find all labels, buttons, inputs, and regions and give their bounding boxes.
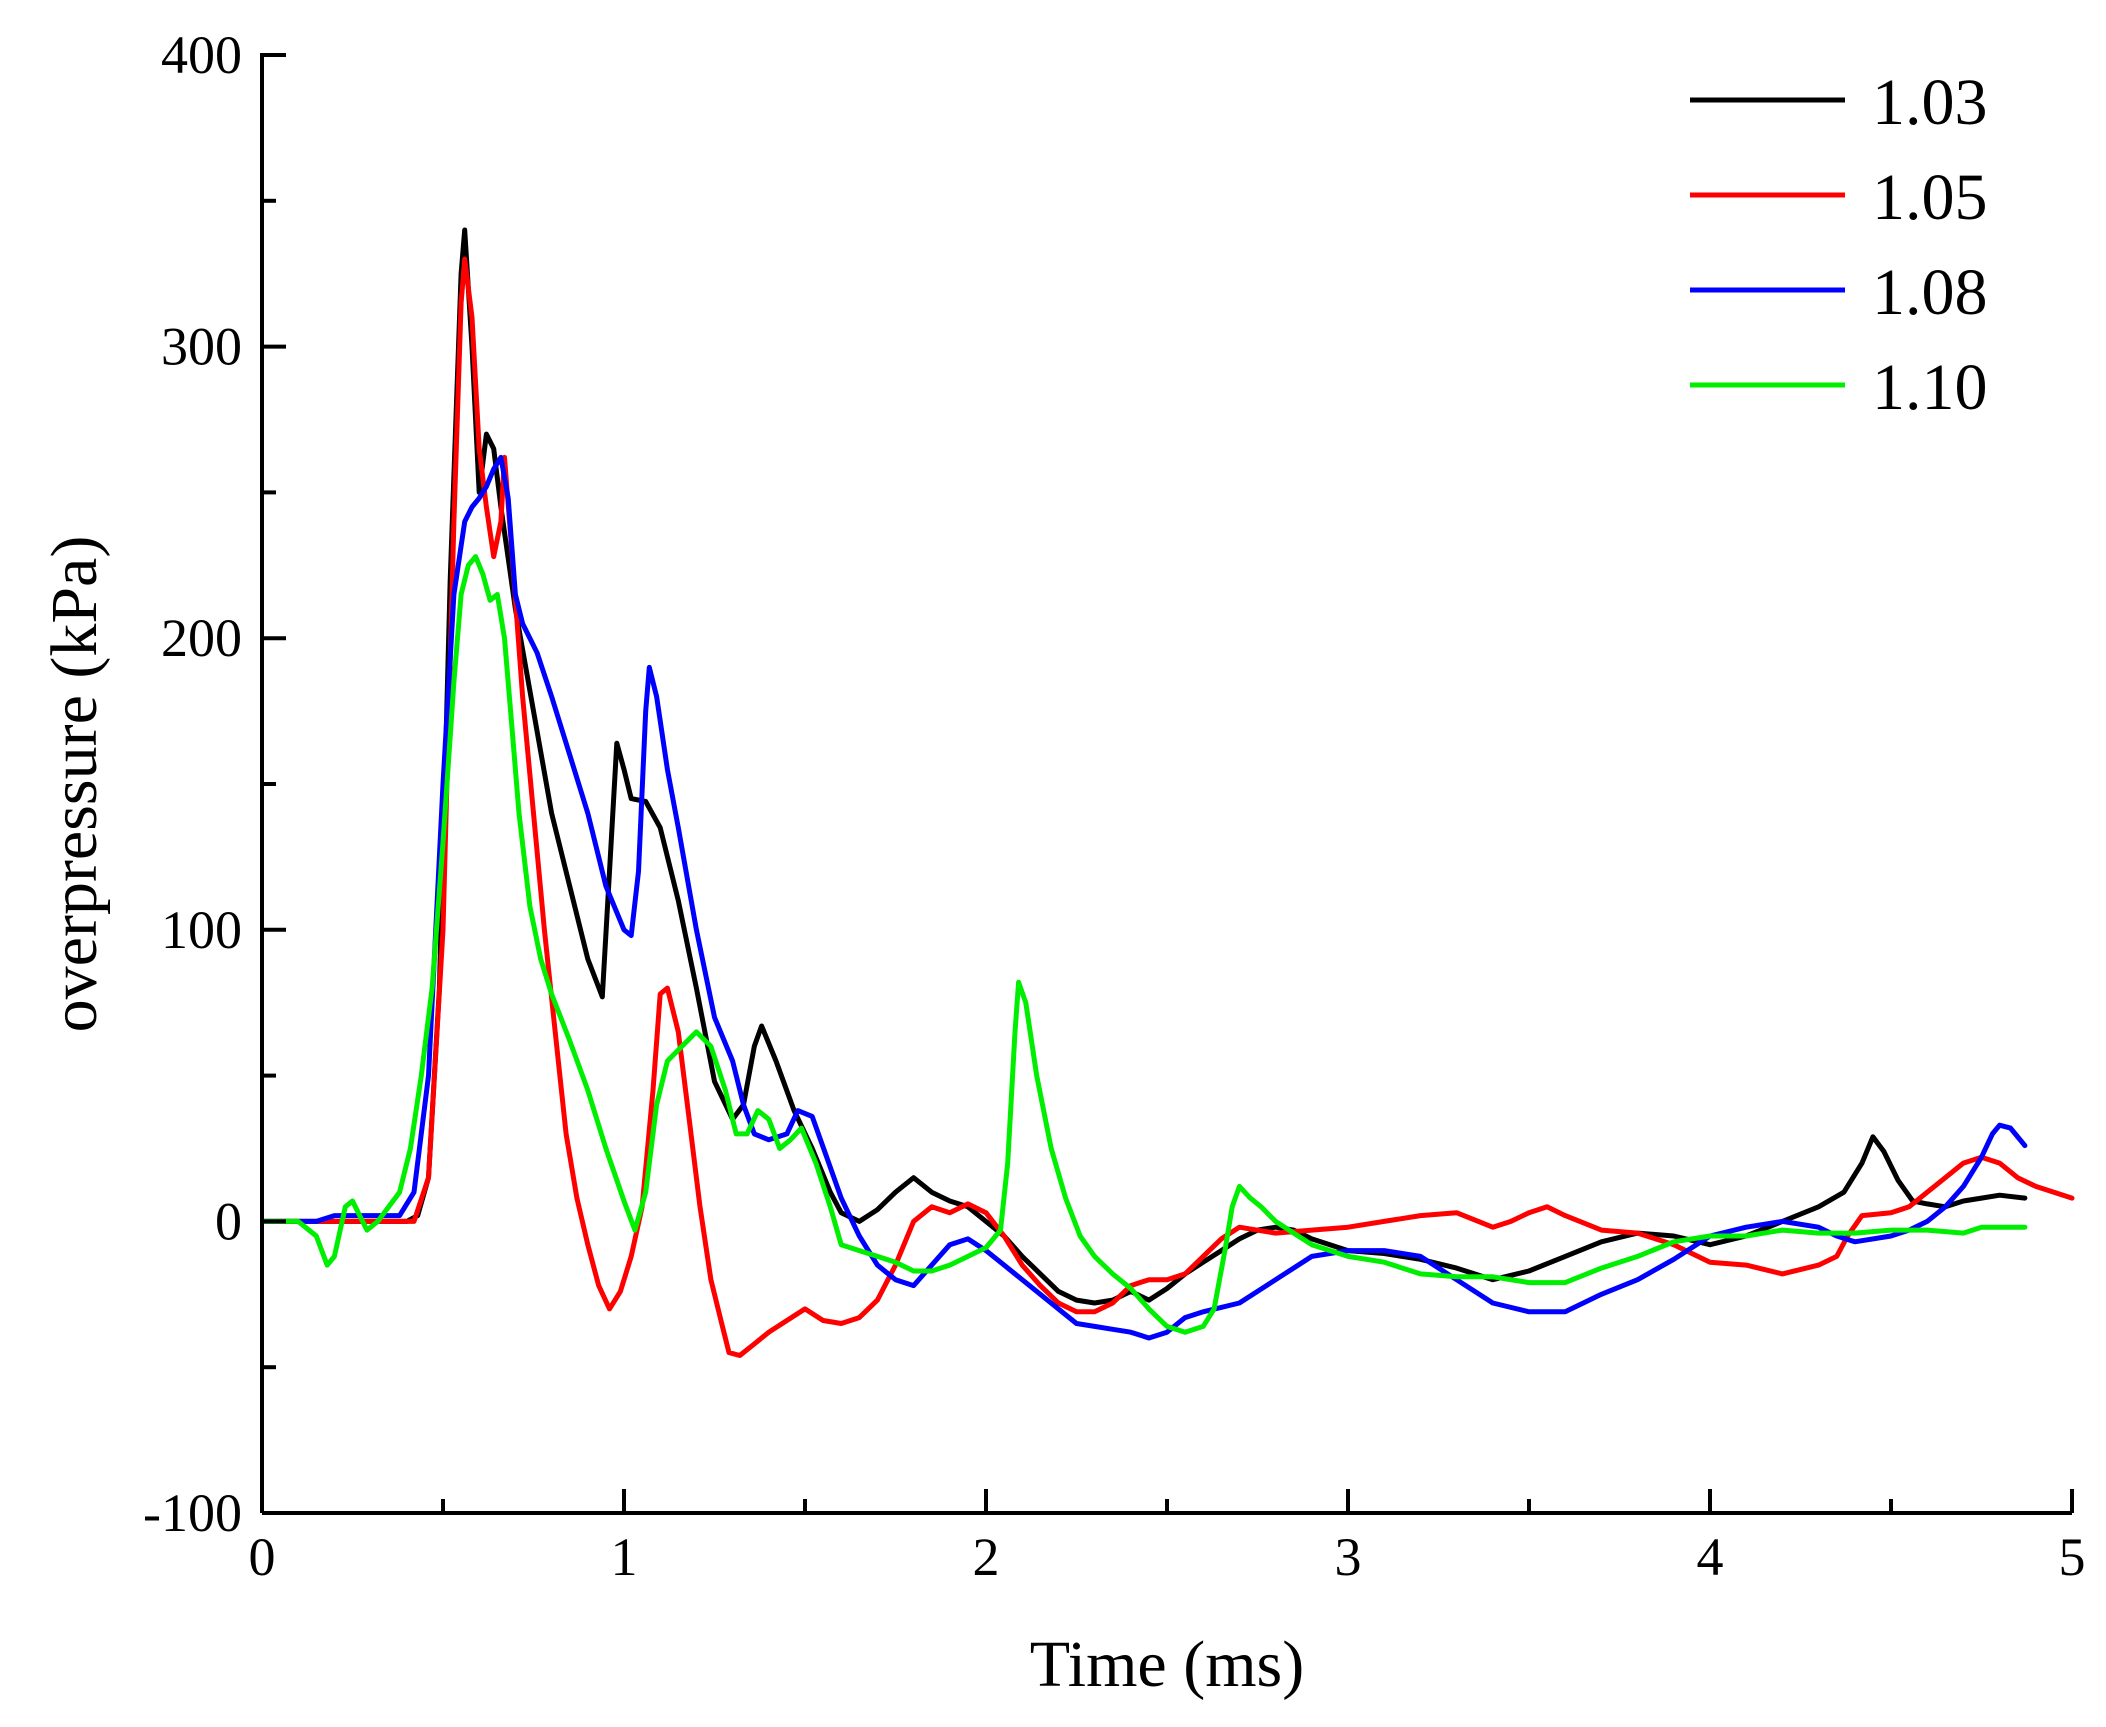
- legend-label: 1.08: [1872, 256, 1988, 329]
- legend-item: 1.10: [1690, 351, 1988, 424]
- y-tick-label: 300: [161, 317, 242, 377]
- y-tick-label: 0: [215, 1191, 242, 1251]
- x-tick-label: 4: [1697, 1527, 1724, 1587]
- legend-label: 1.05: [1872, 161, 1988, 234]
- x-tick-label: 0: [249, 1527, 276, 1587]
- series-line-1-08: [262, 454, 2028, 1341]
- series-line-1-05: [262, 256, 2075, 1358]
- x-axis-title: Time (ms): [1030, 1628, 1304, 1701]
- y-tick-label: 400: [161, 25, 242, 85]
- series-line-1-10: [262, 554, 2028, 1335]
- series-line-1-03: [262, 227, 2028, 1306]
- x-tick-label: 3: [1335, 1527, 1362, 1587]
- y-tick-label: -100: [143, 1483, 242, 1543]
- legend: 1.03 1.05 1.08 1.10: [1690, 66, 1988, 424]
- legend-item: 1.08: [1690, 256, 1988, 329]
- y-tick-label: 100: [161, 900, 242, 960]
- x-tick-label: 2: [973, 1527, 1000, 1587]
- legend-item: 1.03: [1690, 66, 1988, 139]
- x-tick-label: 5: [2059, 1527, 2086, 1587]
- y-axis-title: overpressure (kPa): [38, 536, 111, 1033]
- y-tick-label: 200: [161, 608, 242, 668]
- plot-lines: [262, 227, 2075, 1358]
- legend-label: 1.03: [1872, 66, 1988, 139]
- legend-label: 1.10: [1872, 351, 1988, 424]
- x-tick-label: 1: [611, 1527, 638, 1587]
- legend-item: 1.05: [1690, 161, 1988, 234]
